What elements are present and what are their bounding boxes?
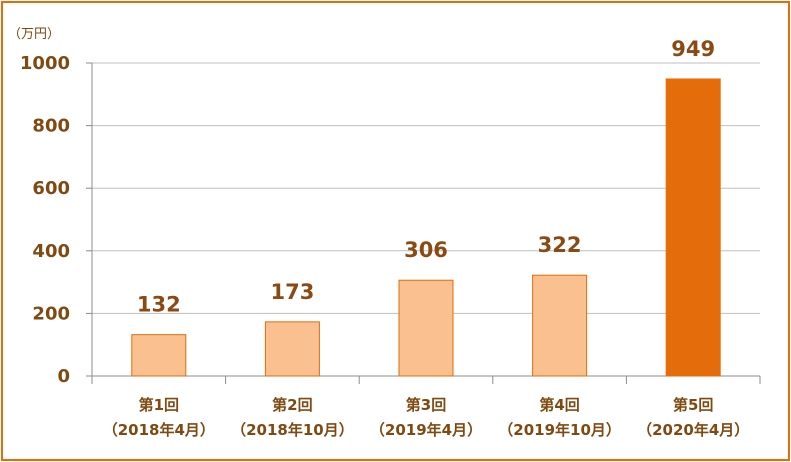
y-tick-label: 400	[32, 241, 70, 262]
x-category-sublabel: （2019年4月）	[370, 421, 482, 439]
x-category-label: 第4回	[539, 396, 579, 414]
x-category-sublabel: （2018年10月）	[231, 421, 354, 439]
gridlines	[92, 62, 760, 377]
bar	[131, 334, 187, 377]
bar	[398, 279, 454, 377]
y-tick-label: 200	[32, 303, 70, 324]
bar	[264, 321, 320, 377]
y-tick-label: 600	[32, 178, 70, 199]
x-category-sublabel: （2020年4月）	[637, 421, 749, 439]
data-labels: 132 173 306 322 949	[137, 37, 715, 317]
unit-label: （万円）	[8, 27, 60, 42]
x-category-label: 第3回	[406, 396, 446, 414]
data-label: 949	[671, 37, 715, 61]
bar	[532, 274, 588, 377]
x-category-label: 第2回	[272, 396, 312, 414]
bar	[665, 78, 721, 377]
data-label: 306	[404, 238, 448, 262]
data-label: 322	[538, 233, 582, 257]
x-category-sublabel: （2019年10月）	[498, 421, 621, 439]
y-tick-label: 1000	[20, 53, 70, 74]
x-category-label: 第5回	[673, 396, 713, 414]
data-label: 173	[270, 280, 314, 304]
bars	[131, 78, 721, 377]
x-axis: 第1回 （2018年4月） 第2回 （2018年10月） 第3回 （2019年4月） 第4回…	[91, 376, 761, 439]
y-axis: 0 200 400 600 800 1000	[20, 53, 93, 387]
data-label: 132	[137, 293, 181, 317]
y-tick-label: 800	[32, 116, 70, 137]
x-category-label: 第1回	[139, 396, 179, 414]
x-category-sublabel: （2018年4月）	[103, 421, 215, 439]
y-tick-label: 0	[57, 366, 70, 387]
